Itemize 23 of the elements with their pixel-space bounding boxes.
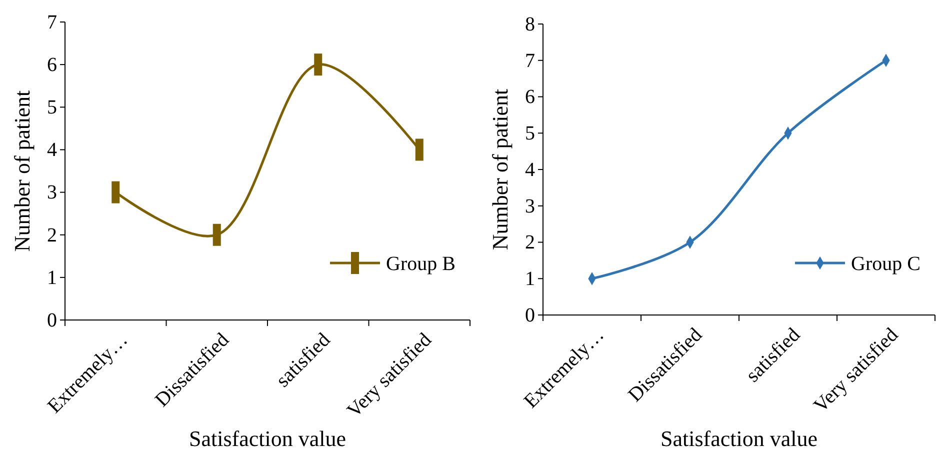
y-tick-label: 5 — [47, 96, 57, 119]
y-tick-label: 4 — [47, 139, 57, 162]
y-tick-label: 3 — [47, 182, 57, 204]
x-axis-title: Satisfaction value — [188, 426, 346, 451]
y-tick-label: 1 — [47, 266, 57, 289]
y-axis-title: Number of patient — [10, 90, 35, 252]
y-tick-label: 5 — [525, 122, 535, 145]
y-tick-label: 1 — [525, 268, 535, 290]
y-tick-label: 3 — [525, 195, 535, 218]
y-tick-label: 6 — [525, 86, 535, 108]
y-tick-label: 2 — [47, 224, 57, 246]
y-tick-label: 0 — [47, 309, 57, 332]
legend-label: Group C — [851, 253, 920, 275]
y-tick-label: 7 — [47, 11, 57, 34]
y-tick-label: 7 — [525, 50, 535, 72]
y-tick-label: 4 — [525, 158, 535, 181]
y-tick-label: 2 — [525, 232, 535, 254]
y-tick-label: 6 — [47, 54, 57, 76]
y-tick-label: 8 — [525, 13, 535, 36]
y-axis-title: Number of patient — [488, 88, 513, 250]
legend-label: Group B — [386, 253, 456, 275]
y-tick-label: 0 — [525, 304, 535, 326]
x-axis-title: Satisfaction value — [660, 426, 818, 451]
